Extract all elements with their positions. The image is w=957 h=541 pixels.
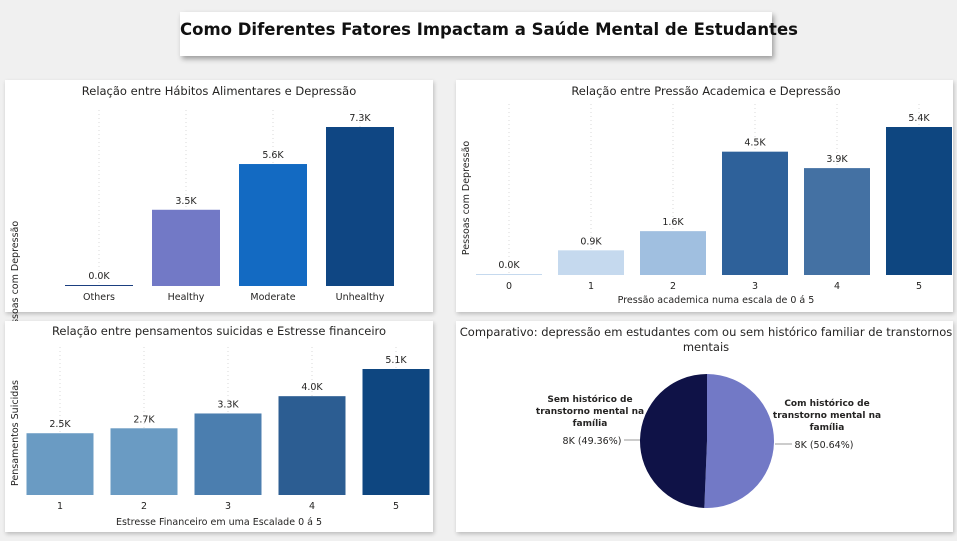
pie-slice-with-history [704,374,774,508]
tick-label: 5 [393,501,399,512]
family-history-pie-svg: Comparativo: depressão em estudantes com… [460,325,952,508]
tick-label: 3 [225,501,231,512]
diet-depression-svg: Relação entre Hábitos Alimentares e Depr… [10,84,394,335]
y-axis-label: Pessoas com Depressão [10,221,21,335]
pie-label-with-history: transtorno mental na [773,411,881,421]
bar-3 [722,151,788,275]
pie-label-without-history: transtorno mental na [536,407,644,417]
data-label: 3.5K [175,196,197,207]
x-axis-label: Pressão academica numa escala de 0 á 5 [618,295,815,306]
bar-5 [362,369,430,495]
tick-label: Moderate [250,292,295,303]
tick-label: Others [83,292,115,303]
suicidal-thoughts-svg: Relação entre pensamentos suicidas e Est… [10,324,430,528]
bar-unhealthy [326,127,394,286]
bar-0 [476,274,542,275]
tick-label: 4 [309,501,315,512]
chart-title: Comparativo: depressão em estudantes com… [460,325,952,339]
chart-title-line-2: mentais [683,340,729,354]
data-label: 2.5K [49,419,71,430]
data-label: 0.0K [498,260,520,271]
data-label: 7.3K [349,113,371,124]
tick-label: 2 [141,501,147,512]
pie-value-without-history: 8K (49.36%) [563,436,622,447]
bar-4 [804,168,870,275]
y-axis-label: Pensamentos Suicidas [10,380,21,486]
y-axis-label: Pessoas com Depressão [461,141,472,255]
data-label: 5.6K [262,150,284,161]
data-label: 4.0K [301,382,323,393]
suicidal-thoughts-chart[interactable]: Relação entre pensamentos suicidas e Est… [5,321,433,532]
data-label: 5.1K [385,355,407,366]
bar-others [65,285,133,286]
data-label: 2.7K [133,414,155,425]
tick-label: 2 [670,281,676,292]
data-label: 0.9K [580,236,602,247]
bar-2 [640,231,706,275]
data-label: 3.3K [217,399,239,410]
data-label: 1.6K [662,217,684,228]
page-title: Como Diferentes Fatores Impactam a Saúde… [180,20,798,39]
page-title-box: Como Diferentes Fatores Impactam a Saúde… [180,12,798,56]
tick-label: 1 [588,281,594,292]
bar-2 [110,428,178,495]
pie-label-without-history: Sem histórico de [547,394,632,405]
academic-pressure-chart[interactable]: Relação entre Pressão Academica e Depres… [456,80,953,312]
chart-title: Relação entre pensamentos suicidas e Est… [52,324,386,338]
tick-label: 4 [834,281,840,292]
pie-value-with-history: 8K (50.64%) [795,440,854,451]
pie-label-without-history: família [573,419,608,429]
bar-3 [194,413,262,495]
diet-depression-chart[interactable]: Relação entre Hábitos Alimentares e Depr… [5,80,433,335]
academic-pressure-svg: Relação entre Pressão Academica e Depres… [461,84,952,306]
x-axis-label: Estresse Financeiro em uma Escalade 0 á … [116,517,322,528]
data-label: 5.4K [908,113,930,124]
tick-label: 5 [916,281,922,292]
pie-slice-without-history [640,374,707,508]
bar-4 [278,396,346,495]
pie-label-with-history: família [810,423,845,433]
pie-label-with-history: Com histórico de [784,398,869,409]
chart-title: Relação entre Pressão Academica e Depres… [571,84,840,98]
bar-5 [886,127,952,275]
bar-moderate [239,164,307,286]
bar-healthy [152,209,220,286]
data-label: 3.9K [826,154,848,165]
tick-label: 1 [57,501,63,512]
data-label: 4.5K [744,138,766,149]
chart-title: Relação entre Hábitos Alimentares e Depr… [82,84,356,98]
bar-1 [558,250,624,275]
bar-1 [26,433,94,495]
data-label: 0.0K [88,271,110,282]
tick-label: 0 [506,281,512,292]
tick-label: Healthy [168,292,205,303]
family-history-pie-chart[interactable]: Comparativo: depressão em estudantes com… [456,321,953,532]
tick-label: 3 [752,281,758,292]
tick-label: Unhealthy [336,292,385,303]
